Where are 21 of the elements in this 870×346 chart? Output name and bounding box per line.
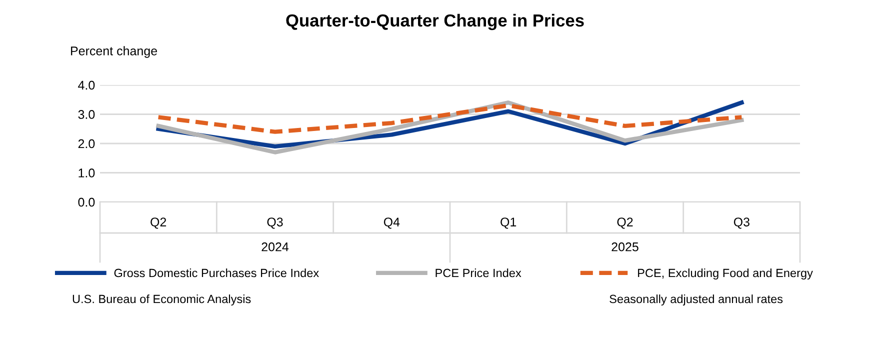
y-tick-label: 2.0	[78, 139, 95, 148]
x-tick-label: Q3	[734, 218, 750, 229]
y-tick-label: 1.0	[78, 168, 95, 178]
x-tick-label: Q3	[267, 218, 283, 229]
y-tick-label: 4.0	[78, 80, 95, 90]
x-tick-label: Q1	[500, 218, 516, 229]
y-tick-label: 3.0	[78, 110, 95, 119]
legend-label: PCE, Excluding Food and Energy	[638, 268, 813, 280]
y-axis-title: Percent change	[71, 46, 158, 58]
text: 2024	[262, 242, 289, 252]
legend-label: Gross Domestic Purchases Price Index	[114, 268, 319, 278]
y-tick-label: 0.0	[78, 198, 95, 207]
x-tick-label: Q2	[150, 218, 166, 229]
x-tick-label: Q2	[617, 218, 633, 229]
chart-title: Quarter-to-Quarter Change in Prices	[286, 14, 584, 30]
text: Seasonally adjusted annual rates	[610, 294, 783, 306]
text: U.S. Bureau of Economic Analysis	[72, 294, 251, 306]
line-series	[156, 103, 744, 134]
legend-label: PCE Price Index	[436, 268, 522, 278]
x-tick-label: Q4	[384, 218, 400, 229]
text: 2025	[612, 242, 638, 252]
